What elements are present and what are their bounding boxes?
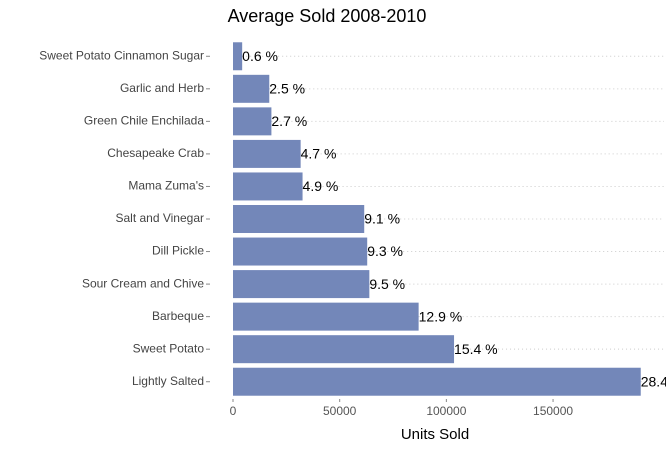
bar xyxy=(233,270,370,299)
y-tick-label: Chesapeake Crab xyxy=(107,146,204,160)
value-label: 15.4 % xyxy=(454,341,498,357)
y-tick-label: Salt and Vinegar xyxy=(115,211,204,225)
chart-title: Average Sold 2008-2010 xyxy=(228,6,427,26)
x-tick-label: 100000 xyxy=(426,404,466,418)
y-tick-label: Sour Cream and Chive xyxy=(82,276,204,290)
y-tick-label: Lightly Salted xyxy=(132,374,204,388)
bar xyxy=(233,335,455,364)
bar xyxy=(233,42,243,71)
value-label: 2.7 % xyxy=(271,113,307,129)
bar xyxy=(233,367,641,396)
value-label: 4.7 % xyxy=(301,146,337,162)
x-axis-label: Units Sold xyxy=(401,426,469,443)
y-tick-label: Dill Pickle xyxy=(152,244,204,258)
value-label: 9.5 % xyxy=(369,276,405,292)
value-label: 2.5 % xyxy=(269,81,305,97)
y-tick-label: Barbeque xyxy=(152,309,204,323)
y-tick-label: Green Chile Enchilada xyxy=(84,114,204,128)
value-label: 4.9 % xyxy=(303,178,339,194)
value-label: 12.9 % xyxy=(419,308,463,324)
value-label: 28.4 % xyxy=(641,373,666,389)
bar xyxy=(233,139,301,168)
y-tick-label: Sweet Potato xyxy=(133,341,205,355)
value-label: 0.6 % xyxy=(242,48,278,64)
bar xyxy=(233,205,365,233)
bar xyxy=(233,237,368,266)
bar xyxy=(233,302,419,331)
value-label: 9.3 % xyxy=(367,243,403,259)
bar xyxy=(233,172,303,201)
y-tick-label: Garlic and Herb xyxy=(120,81,204,95)
x-tick-label: 50000 xyxy=(323,404,357,418)
y-tick-label: Sweet Potato Cinnamon Sugar xyxy=(39,48,204,62)
x-tick-label: 0 xyxy=(230,404,237,418)
bar xyxy=(233,107,272,136)
y-tick-label: Mama Zuma's xyxy=(128,179,204,193)
bar xyxy=(233,74,270,103)
x-tick-label: 150000 xyxy=(533,404,573,418)
value-label: 9.1 % xyxy=(364,211,400,227)
